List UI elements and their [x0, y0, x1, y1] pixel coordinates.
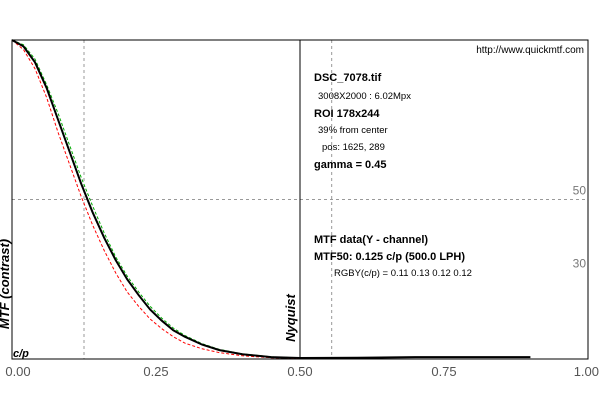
- roi-percent-text: 39% from center: [318, 125, 388, 136]
- rgby-text: RGBY(c/p) = 0.11 0.13 0.12 0.12: [334, 268, 472, 279]
- gamma-text: gamma = 0.45: [314, 159, 386, 171]
- filename-text: DSC_7078.tif: [314, 72, 382, 84]
- series-line-0: [11, 39, 531, 360]
- c-per-p-label: c/p: [13, 348, 29, 360]
- series-layer: [11, 39, 531, 360]
- x-tick-label: 0.25: [143, 364, 168, 379]
- roi-text: ROI 178x244: [314, 108, 380, 120]
- nyquist-label: Nyquist: [283, 293, 298, 341]
- ref-label-50: 50: [573, 184, 587, 198]
- y-axis-title: MTF (contrast): [0, 239, 12, 329]
- x-tick-label: 0.75: [431, 364, 456, 379]
- series-line-1: [11, 39, 301, 359]
- dimensions-text: 3008X2000 : 6.02Mpx: [318, 91, 411, 102]
- x-tick-labels: 0.00 0.25 0.50 0.75 1.00: [5, 364, 599, 379]
- mtf50-text: MTF50: 0.125 c/p (500.0 LPH): [314, 251, 465, 263]
- url-text: http://www.quickmtf.com: [476, 45, 584, 56]
- roi-pos-text: pos: 1625, 289: [322, 142, 385, 153]
- x-tick-label: 0.50: [287, 364, 312, 379]
- mtf-title-text: MTF data(Y - channel): [314, 234, 428, 246]
- x-tick-label: 1.00: [574, 364, 599, 379]
- info-panel: http://www.quickmtf.com DSC_7078.tif 300…: [314, 45, 584, 279]
- ref-label-30: 30: [573, 256, 587, 270]
- x-tick-label: 0.00: [5, 364, 30, 379]
